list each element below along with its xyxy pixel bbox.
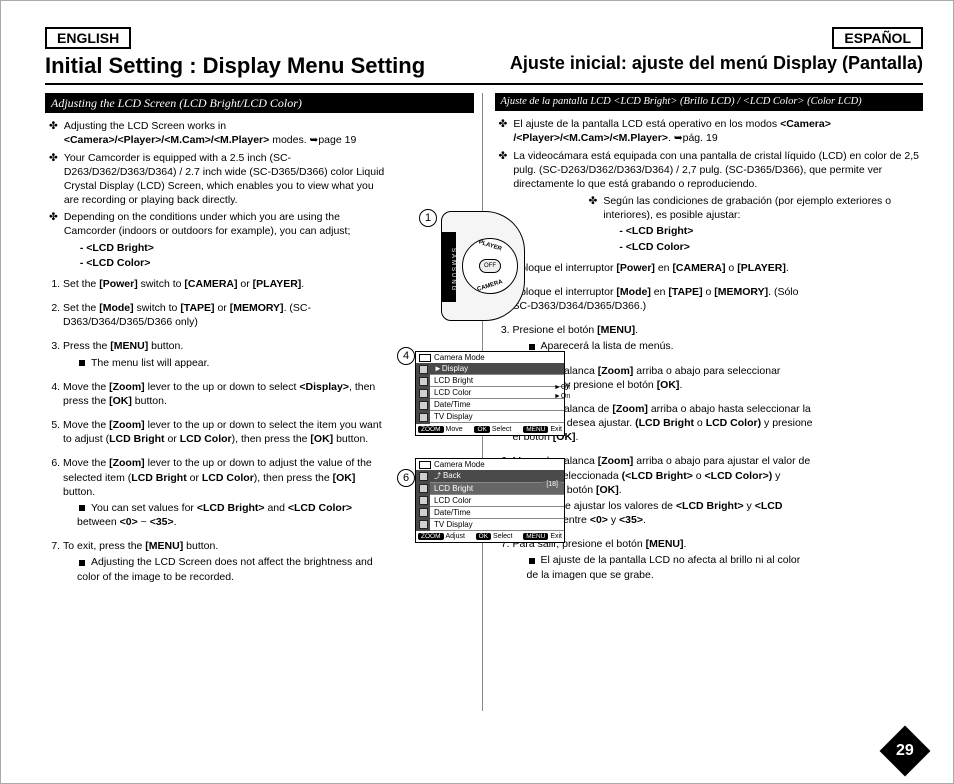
dial-knob: PLAYER OFF CAMERA xyxy=(462,238,518,294)
intro-left-3: Depending on the conditions under which … xyxy=(64,210,385,271)
menu1-footer: ZOOMMove OKSelect MENUExit xyxy=(416,424,564,435)
title-right: Ajuste inicial: ajuste del menú Display … xyxy=(484,53,923,79)
menu2-value-badge: [18] xyxy=(543,481,561,488)
page-number-badge: 29 xyxy=(880,726,931,777)
menu1-opt-off: ►Off xyxy=(554,384,570,391)
lang-english: ENGLISH xyxy=(45,27,131,49)
brand-label: SAMSUNG xyxy=(442,232,456,302)
step-left-1: Set the [Power] switch to [CAMERA] or [P… xyxy=(63,277,385,291)
dial-camera-label: CAMERA xyxy=(477,279,504,293)
menu2-row-color: LCD Color xyxy=(430,495,564,507)
callout-4: 4 xyxy=(397,347,415,365)
step-left-4: Move the [Zoom] lever to the up or down … xyxy=(63,380,385,408)
title-left: Initial Setting : Display Menu Setting xyxy=(45,53,484,79)
intro-right-2: La videocámara está equipada con una pan… xyxy=(513,149,923,192)
language-tags: ENGLISH ESPAÑOL xyxy=(45,27,923,49)
manual-page: ENGLISH ESPAÑOL Initial Setting : Displa… xyxy=(0,0,954,784)
menu1-header: Camera Mode xyxy=(434,353,485,362)
step-right-7: Para salir, presione el botón [MENU]. El… xyxy=(513,537,815,582)
menu1-display: ►Display xyxy=(430,363,564,375)
step-left-6: Move the [Zoom] lever to the up or down … xyxy=(63,456,385,529)
power-dial-figure: SAMSUNG PLAYER OFF CAMERA xyxy=(441,211,525,321)
lang-spanish: ESPAÑOL xyxy=(832,27,923,49)
camera-icon xyxy=(419,461,431,469)
subhead-left: Adjusting the LCD Screen (LCD Bright/LCD… xyxy=(45,93,474,113)
menu-screen-2: Camera Mode ⤴ Back LCD Bright LCD Color … xyxy=(415,458,565,543)
menu1-row-date: Date/Time xyxy=(430,399,564,411)
camera-icon xyxy=(419,354,431,362)
center-figures: 1 SAMSUNG PLAYER OFF CAMERA 4 Camera Mod… xyxy=(401,211,561,543)
menu1-opt-on: ►On xyxy=(554,393,570,400)
step-left-7: To exit, press the [MENU] button. Adjust… xyxy=(63,539,385,584)
menu-screen-1: Camera Mode ►Display LCD Bright LCD Colo… xyxy=(415,351,565,436)
intro-left-1: Adjusting the LCD Screen works in <Camer… xyxy=(64,119,385,147)
steps-left: Set the [Power] switch to [CAMERA] or [P… xyxy=(45,277,385,584)
menu1-row-bright: LCD Bright xyxy=(430,375,564,387)
intro-left-2: Your Camcorder is equipped with a 2.5 in… xyxy=(64,151,385,208)
main-titles: Initial Setting : Display Menu Setting A… xyxy=(45,53,923,85)
menu1-icon-col xyxy=(416,363,430,424)
step-left-3: Press the [MENU] button. The menu list w… xyxy=(63,339,385,369)
menu2-row-tv: TV Display xyxy=(430,519,564,531)
menu1-row-tv: TV Display xyxy=(430,411,564,423)
menu2-row-date: Date/Time xyxy=(430,507,564,519)
dial-off-label: OFF xyxy=(479,259,501,273)
intro-right-3: Según las condiciones de grabación (por … xyxy=(603,194,923,255)
menu1-row-color: LCD Color xyxy=(430,387,564,399)
step-left-5: Move the [Zoom] lever to the up or down … xyxy=(63,418,385,446)
menu2-footer: ZOOMAdjust OKSelect MENUExit xyxy=(416,531,564,542)
menu2-header: Camera Mode xyxy=(434,460,485,469)
subhead-right: Ajuste de la pantalla LCD <LCD Bright> (… xyxy=(495,93,924,111)
intro-right-1: El ajuste de la pantalla LCD está operat… xyxy=(513,117,923,145)
callout-6: 6 xyxy=(397,469,415,487)
callout-1: 1 xyxy=(419,209,437,227)
intro-left: ✤Adjusting the LCD Screen works in <Came… xyxy=(45,119,385,271)
menu2-icon-col xyxy=(416,470,430,531)
dial-player-label: PLAYER xyxy=(478,239,502,252)
step-left-2: Set the [Mode] switch to [TAPE] or [MEMO… xyxy=(63,301,385,329)
